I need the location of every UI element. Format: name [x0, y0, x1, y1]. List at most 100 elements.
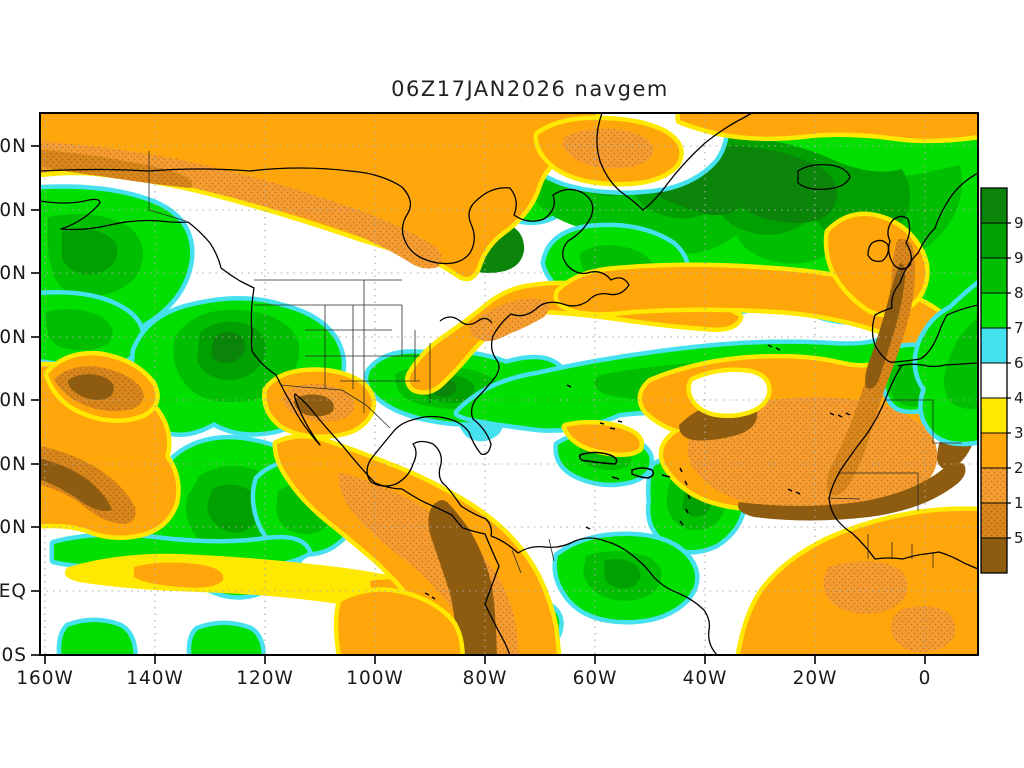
- colorbar-label: 40: [1014, 389, 1024, 407]
- island-outline: [661, 474, 671, 478]
- rh-region-g2: [45, 308, 113, 351]
- colorbar-label: 5: [1014, 529, 1024, 547]
- axis-labels: 70N 60N 50N 40N 30N 20N 10N EQ 10S160W 140W 120W 10…: [0, 136, 932, 689]
- colorbar-label: 90: [1014, 249, 1024, 267]
- coastline: [439, 316, 493, 326]
- island-outline: [585, 526, 591, 530]
- map-frame: [39, 112, 979, 656]
- rh-region-br: [738, 463, 966, 521]
- rh-region-o: [561, 419, 645, 458]
- island-outline: [775, 347, 781, 351]
- rh-region-od: [469, 298, 549, 342]
- colorbar-segment-y: [981, 398, 1007, 433]
- island-outline: [611, 476, 620, 480]
- rh-region-br: [293, 394, 334, 417]
- map-plot-area: [40, 113, 978, 655]
- contour-regions: [40, 113, 978, 655]
- lon-label: 160W: [16, 668, 74, 689]
- island-outline: [599, 422, 605, 425]
- colorbar-label: 95: [1014, 214, 1024, 232]
- island-outline: [679, 467, 683, 473]
- rh-region-oc: [40, 149, 193, 188]
- colorbar-label: 10: [1014, 494, 1024, 512]
- colorbar-frame: [980, 187, 1008, 574]
- rh-region-o: [333, 587, 465, 655]
- colorbar-segment-od: [981, 468, 1007, 503]
- title-run-model: 06Z17JAN2026 navgem: [391, 77, 669, 101]
- border-line: [280, 384, 391, 429]
- lat-label: 40N: [0, 327, 27, 348]
- coastlines: [40, 113, 978, 655]
- colorbar-label: 70: [1014, 319, 1024, 337]
- colorbar-label: 20: [1014, 459, 1024, 477]
- rh-region-g3: [604, 558, 641, 589]
- rh-region-br: [40, 458, 112, 511]
- coastline: [828, 364, 978, 570]
- island-outline: [679, 520, 684, 526]
- lat-label: 50N: [0, 263, 27, 284]
- colorbar-segment-g1: [981, 293, 1007, 328]
- island-outline: [687, 494, 691, 500]
- island-outline: [787, 488, 793, 492]
- coastline: [797, 163, 851, 191]
- coastline: [871, 172, 978, 363]
- lat-label: 30N: [0, 390, 27, 411]
- colorbar-segment-w: [981, 363, 1007, 398]
- rh-region-w: [686, 367, 772, 418]
- rh-region-g3: [207, 484, 260, 533]
- island-outline: [795, 491, 801, 495]
- island-outline: [431, 596, 436, 600]
- coastline: [887, 215, 912, 270]
- rh-region-g2: [944, 317, 978, 409]
- colorbar-segment-oc: [981, 503, 1007, 538]
- lon-label: 20W: [793, 668, 838, 689]
- island-outline: [845, 412, 851, 416]
- island-outline: [829, 412, 835, 416]
- colorbar-segment-c: [981, 328, 1007, 363]
- island-outline: [566, 384, 572, 388]
- border-line: [148, 151, 187, 222]
- lat-label: 20N: [0, 454, 27, 475]
- colorbar: 95 90 80 70 60 40 30 20 10 5: [980, 187, 1024, 574]
- colorbar-label: 60: [1014, 354, 1024, 372]
- lon-label: 40W: [683, 668, 728, 689]
- lon-label: 100W: [346, 668, 404, 689]
- island-outline: [684, 480, 688, 486]
- border-line: [828, 497, 861, 500]
- colorbar-label: 30: [1014, 424, 1024, 442]
- rh-region-g4: [211, 332, 246, 363]
- border-line: [548, 538, 555, 562]
- island-outline: [837, 414, 843, 418]
- island-outline: [578, 451, 618, 465]
- rh-region-od: [823, 561, 908, 614]
- lat-label: 10N: [0, 517, 27, 538]
- island-outline: [424, 592, 430, 596]
- lon-label: 140W: [126, 668, 184, 689]
- colorbar-segment-br: [981, 538, 1007, 573]
- lon-label: 120W: [236, 668, 294, 689]
- rh-region-od: [562, 128, 654, 169]
- coastline: [596, 113, 753, 211]
- coastline: [897, 362, 978, 368]
- rh-region-br: [428, 500, 497, 655]
- border-line: [840, 472, 919, 511]
- lat-label: EQ: [0, 581, 27, 602]
- colorbar-segment-g3: [981, 223, 1007, 258]
- axis-ticks: [31, 145, 926, 664]
- colorbar-label: 80: [1014, 284, 1024, 302]
- island-outline: [685, 508, 689, 514]
- lon-label: 0: [919, 668, 932, 689]
- rh-region-g1: [56, 617, 138, 655]
- rh-region-g1: [186, 620, 266, 655]
- colorbar-segment-o: [981, 433, 1007, 468]
- lon-label: 60W: [573, 668, 618, 689]
- islands: [424, 344, 851, 600]
- island-outline: [617, 420, 623, 423]
- island-outline: [609, 427, 616, 430]
- rh-region-br: [865, 263, 906, 389]
- rh-region-o: [675, 113, 978, 144]
- rh-region-br: [67, 374, 114, 400]
- island-outline: [767, 344, 773, 348]
